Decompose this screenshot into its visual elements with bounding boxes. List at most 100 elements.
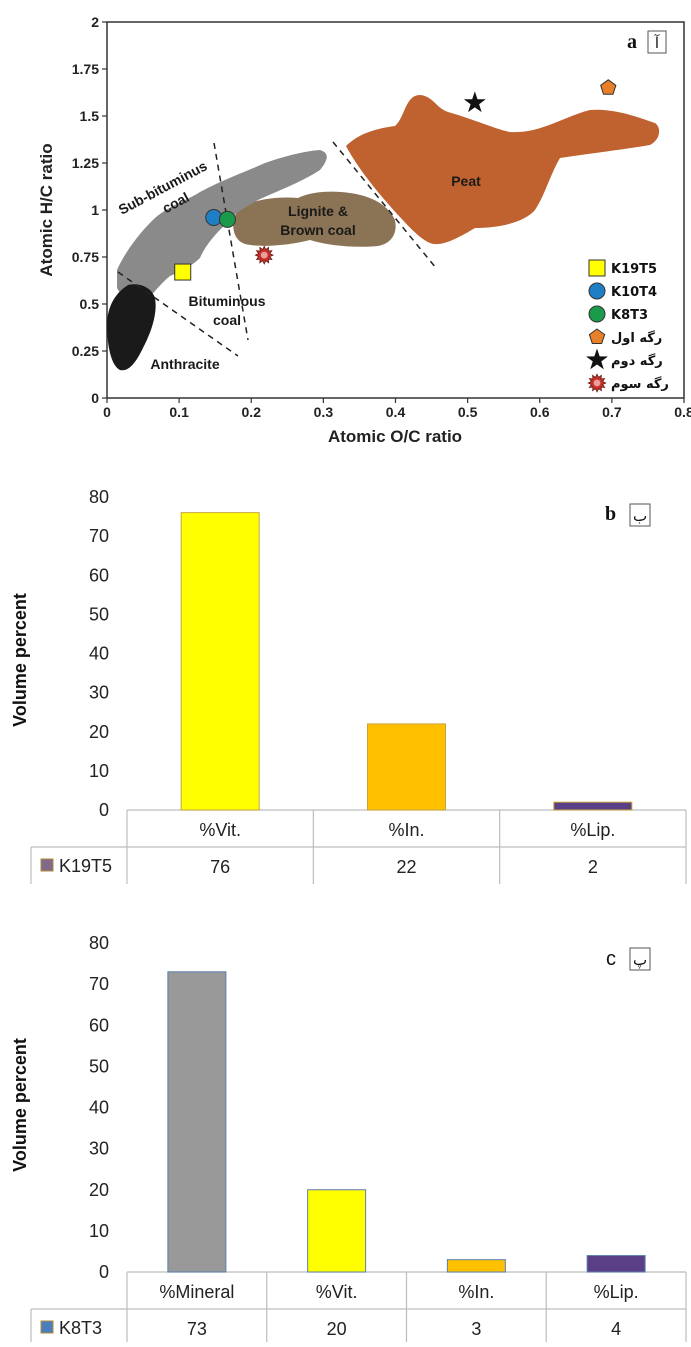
region-label-bituminous-2: coal [213, 312, 241, 328]
y-tick-label: 40 [89, 644, 109, 664]
bar-chart-k8t3: Volume percent c پ 0 10 20 30 40 50 60 70 80 %Min… [10, 933, 687, 1346]
panel-mark-b: ب [633, 507, 647, 525]
category-label: %Lip. [594, 1282, 639, 1302]
van-krevelen-chart: Peat Lignite & Brown coal Sub-bituminus … [37, 14, 691, 446]
x-tick-label: 0.8 [674, 404, 691, 420]
value-label: 73 [187, 1319, 207, 1339]
category-label: %Vit. [316, 1282, 358, 1302]
region-peat [346, 95, 660, 245]
legend-marker [588, 328, 606, 344]
legend-marker [588, 282, 606, 300]
y-tick-label: 0 [99, 1262, 109, 1282]
y-axis-title: Atomic H/C ratio [37, 143, 56, 276]
panel-b-bar-chart: Volume percent b ب 0 10 20 30 40 50 60 70 80 %Vit… [0, 470, 691, 890]
panel-letter-a: a [627, 31, 637, 53]
y-tick-label: 30 [89, 683, 109, 703]
y-tick-label: 40 [89, 1098, 109, 1118]
bar [367, 723, 446, 811]
bar [446, 1259, 506, 1273]
legend-label: K10T4 [611, 285, 657, 300]
x-tick-label: 0.1 [169, 404, 189, 420]
series-legend-label: K8T3 [59, 1318, 102, 1338]
series-legend-label: K19T5 [59, 856, 112, 876]
y-tick-label: 0.75 [72, 249, 99, 265]
point-circle [218, 210, 236, 228]
bar [180, 512, 260, 811]
legend-marker [588, 305, 606, 323]
legend-marker [588, 259, 606, 277]
y-tick-label: 0.25 [72, 343, 99, 359]
region-label-anthracite: Anthracite [150, 356, 219, 372]
axis-ticks: 0 0.1 0.2 0.3 0.4 0.5 0.6 0.7 0.8 0 0.25 0.5 0.75 1 1.… [72, 14, 691, 420]
y-tick-label: 10 [89, 761, 109, 781]
y-tick-label: 80 [89, 933, 109, 953]
legend-label: K8T3 [611, 308, 648, 323]
bar [553, 801, 633, 811]
category-label: %Vit. [199, 820, 241, 840]
value-label: 2 [588, 857, 598, 877]
region-coal-grey [117, 150, 327, 304]
series-legend-key [40, 1320, 54, 1334]
legend-marker [586, 348, 608, 370]
category-label: %Mineral [159, 1282, 234, 1302]
bar [586, 1255, 646, 1273]
x-tick-label: 0.2 [242, 404, 262, 420]
boundary-line-peat [332, 141, 437, 269]
y-tick-label: 70 [89, 974, 109, 994]
y-tick-label: 1.5 [80, 108, 100, 124]
category-label: %In. [388, 820, 424, 840]
category-label: %Lip. [570, 820, 615, 840]
y-tick-label: 1 [91, 202, 99, 218]
panel-mark-a: آ [654, 34, 660, 52]
x-tick-label: 0.4 [386, 404, 406, 420]
y-tick-label: 20 [89, 722, 109, 742]
y-tick-label: 70 [89, 526, 109, 546]
bar-chart-body: 0 10 20 30 40 50 60 70 80 %Mineral 73 %Vit. 20 %In. 3%… [30, 933, 687, 1346]
y-tick-label: 1.25 [72, 155, 99, 171]
x-tick-label: 0 [103, 404, 111, 420]
point-burst-center [260, 251, 268, 259]
panel-mark-c: پ [633, 951, 647, 969]
y-tick-label: 2 [91, 14, 99, 30]
region-anthracite [106, 284, 156, 371]
legend-label: رگه اول [611, 330, 662, 346]
legend-label: رگه سوم [611, 376, 669, 392]
y-axis-title: Volume percent [10, 593, 30, 727]
x-tick-label: 0.3 [314, 404, 334, 420]
y-tick-label: 60 [89, 565, 109, 585]
panel-letter-c: c [606, 948, 616, 970]
x-axis-title: Atomic O/C ratio [328, 427, 462, 446]
point-star [463, 91, 486, 113]
value-label: 3 [471, 1319, 481, 1339]
x-tick-label: 0.6 [530, 404, 550, 420]
region-label-lignite-2: Brown coal [280, 222, 355, 238]
legend: K19T5 K10T4 K8T3 رگه اول رگه دوم رگه سوم [586, 259, 669, 393]
bar [307, 1189, 367, 1273]
point-burst [254, 245, 274, 265]
y-tick-label: 60 [89, 1015, 109, 1035]
y-tick-label: 20 [89, 1180, 109, 1200]
y-tick-label: 30 [89, 1139, 109, 1159]
y-tick-label: 50 [89, 1056, 109, 1076]
boundary-line-lignite [213, 142, 249, 341]
y-tick-label: 0 [91, 390, 99, 406]
x-tick-label: 0.5 [458, 404, 478, 420]
legend-label: K19T5 [611, 262, 657, 277]
bar-chart-k19t5: Volume percent b ب 0 10 20 30 40 50 60 70 80 %Vit… [10, 487, 687, 884]
panel-c-bar-chart: Volume percent c پ 0 10 20 30 40 50 60 70 80 %Min… [0, 915, 691, 1346]
x-tick-label: 0.7 [602, 404, 622, 420]
region-label-bituminous-1: Bituminous [189, 293, 266, 309]
panel-mark-box-a [647, 30, 667, 54]
bar-chart-body: 0 10 20 30 40 50 60 70 80 %Vit. 76 %In. 22 %Lip. 2 K19T… [30, 487, 687, 884]
panel-mark-box-c [629, 947, 651, 971]
bar [167, 971, 227, 1273]
region-label-lignite-1: Lignite & [288, 203, 348, 219]
point-pentagon [600, 79, 617, 95]
region-lignite-brown-coal [233, 191, 396, 247]
data-points [174, 79, 617, 281]
y-axis-title: Volume percent [10, 1038, 30, 1172]
y-tick-label: 50 [89, 604, 109, 624]
legend-marker-center [593, 379, 601, 387]
boundary-line-anthracite [117, 271, 239, 357]
legend-marker [587, 373, 607, 393]
